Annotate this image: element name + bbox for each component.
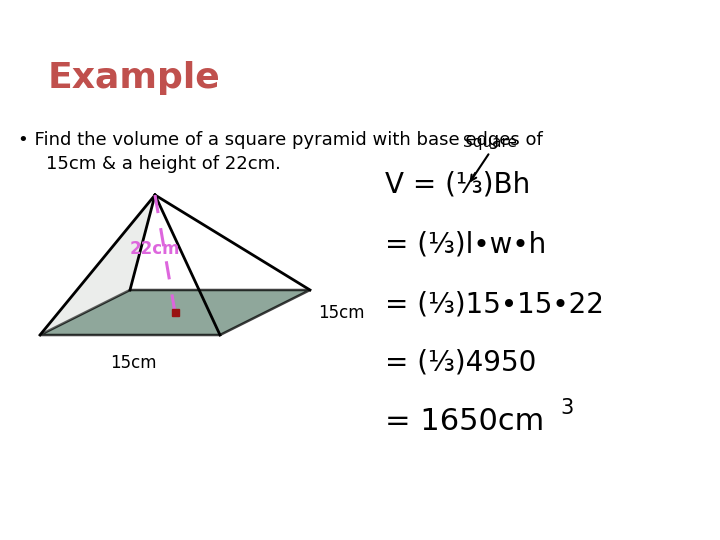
Text: = (⅓)4950: = (⅓)4950 — [385, 348, 536, 376]
Polygon shape — [40, 290, 310, 335]
Text: • Find the volume of a square pyramid with base edges of: • Find the volume of a square pyramid wi… — [18, 131, 543, 149]
Text: = (⅓)15•15•22: = (⅓)15•15•22 — [385, 291, 604, 319]
Bar — [171, 309, 179, 316]
Polygon shape — [40, 195, 155, 335]
Text: Square: Square — [463, 135, 517, 150]
Text: Example: Example — [48, 61, 221, 95]
Text: 3: 3 — [560, 398, 573, 418]
Text: 22cm: 22cm — [130, 240, 181, 258]
Text: 15cm: 15cm — [110, 354, 156, 372]
Text: = 1650cm: = 1650cm — [385, 408, 544, 436]
Text: V = (⅓)Bh: V = (⅓)Bh — [385, 171, 530, 199]
Text: = (⅓)l•w•h: = (⅓)l•w•h — [385, 231, 546, 259]
Text: 15cm: 15cm — [318, 303, 364, 321]
Text: 15cm & a height of 22cm.: 15cm & a height of 22cm. — [46, 155, 281, 173]
